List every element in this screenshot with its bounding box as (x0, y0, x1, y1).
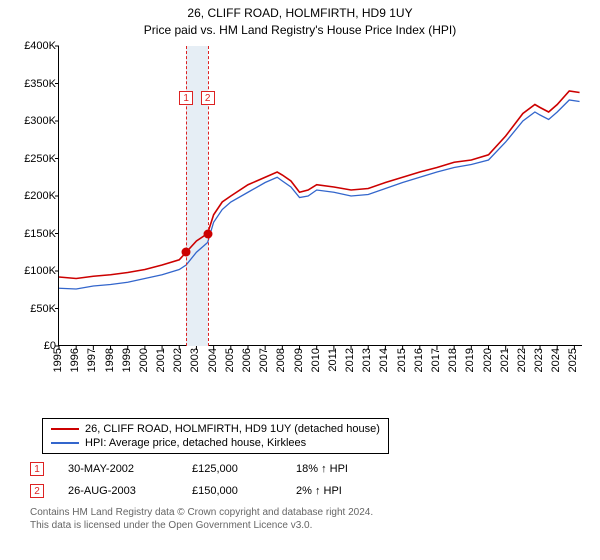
y-tick-label: £50K (30, 303, 56, 315)
legend-row: 26, CLIFF ROAD, HOLMFIRTH, HD9 1UY (deta… (51, 422, 380, 436)
x-tick-label: 2018 (447, 348, 459, 372)
plot-area: 12 (58, 46, 582, 346)
legend: 26, CLIFF ROAD, HOLMFIRTH, HD9 1UY (deta… (42, 418, 389, 454)
x-tick-label: 2009 (293, 348, 305, 372)
x-tick-label: 2013 (361, 348, 373, 372)
x-tick-label: 2006 (241, 348, 253, 372)
transaction-date: 26-AUG-2003 (68, 485, 168, 497)
plot-svg (59, 46, 583, 346)
y-tick-label: £200K (24, 190, 56, 202)
footer-line: This data is licensed under the Open Gov… (30, 519, 373, 532)
y-tick-label: £100K (24, 265, 56, 277)
x-tick-label: 2020 (482, 348, 494, 372)
transaction-pct: 18% ↑ HPI (296, 463, 376, 475)
x-tick-label: 2014 (378, 348, 390, 372)
chart-marker-point (203, 229, 212, 238)
x-tick-label: 2015 (396, 348, 408, 372)
x-tick-label: 2021 (499, 348, 511, 372)
x-tick-label: 2010 (310, 348, 322, 372)
legend-label: HPI: Average price, detached house, Kirk… (85, 437, 306, 449)
x-tick-label: 1999 (121, 348, 133, 372)
x-tick-label: 1997 (86, 348, 98, 372)
transaction-number: 2 (30, 484, 44, 498)
x-tick-label: 2017 (430, 348, 442, 372)
x-tick-label: 2011 (327, 348, 339, 372)
chart: £0£50K£100K£150K£200K£250K£300K£350K£400… (12, 46, 588, 386)
x-tick-label: 2023 (533, 348, 545, 372)
x-tick-label: 2022 (516, 348, 528, 372)
legend-label: 26, CLIFF ROAD, HOLMFIRTH, HD9 1UY (deta… (85, 423, 380, 435)
x-tick-label: 2024 (550, 348, 562, 372)
y-tick-label: £150K (24, 228, 56, 240)
transaction-date: 30-MAY-2002 (68, 463, 168, 475)
y-axis: £0£50K£100K£150K£200K£250K£300K£350K£400… (12, 46, 58, 346)
legend-row: HPI: Average price, detached house, Kirk… (51, 436, 380, 450)
y-tick-label: £350K (24, 78, 56, 90)
x-tick-label: 2012 (344, 348, 356, 372)
series-line (59, 100, 580, 289)
y-tick-label: £300K (24, 115, 56, 127)
series-line (59, 91, 580, 279)
legend-swatch (51, 442, 79, 444)
x-axis: 1995199619971998199920002001200220032004… (58, 346, 582, 386)
x-tick-label: 2025 (567, 348, 579, 372)
x-tick-label: 2001 (155, 348, 167, 372)
x-tick-label: 2003 (189, 348, 201, 372)
transaction-number: 1 (30, 462, 44, 476)
x-tick-label: 1995 (52, 348, 64, 372)
x-tick-label: 2000 (138, 348, 150, 372)
chart-marker-label: 2 (201, 91, 215, 105)
x-tick-label: 2005 (224, 348, 236, 372)
page-subtitle: Price paid vs. HM Land Registry's House … (0, 23, 600, 37)
table-row: 2 26-AUG-2003 £150,000 2% ↑ HPI (30, 480, 376, 502)
table-row: 1 30-MAY-2002 £125,000 18% ↑ HPI (30, 458, 376, 480)
chart-marker-point (182, 248, 191, 257)
transaction-pct: 2% ↑ HPI (296, 485, 376, 497)
x-tick-label: 2008 (275, 348, 287, 372)
x-tick-label: 2019 (464, 348, 476, 372)
x-tick-label: 1996 (69, 348, 81, 372)
footer-line: Contains HM Land Registry data © Crown c… (30, 506, 373, 519)
x-tick-label: 2002 (172, 348, 184, 372)
x-tick-label: 2004 (207, 348, 219, 372)
chart-marker-label: 1 (179, 91, 193, 105)
footer: Contains HM Land Registry data © Crown c… (30, 506, 373, 532)
transactions-table: 1 30-MAY-2002 £125,000 18% ↑ HPI 2 26-AU… (30, 458, 376, 502)
y-tick-label: £250K (24, 153, 56, 165)
title-block: 26, CLIFF ROAD, HOLMFIRTH, HD9 1UY Price… (0, 0, 600, 37)
container: 26, CLIFF ROAD, HOLMFIRTH, HD9 1UY Price… (0, 0, 600, 560)
x-tick-label: 2016 (413, 348, 425, 372)
x-tick-label: 2007 (258, 348, 270, 372)
x-tick-label: 1998 (104, 348, 116, 372)
transaction-price: £150,000 (192, 485, 272, 497)
legend-swatch (51, 428, 79, 430)
y-tick-label: £400K (24, 40, 56, 52)
page-title: 26, CLIFF ROAD, HOLMFIRTH, HD9 1UY (0, 6, 600, 20)
transaction-price: £125,000 (192, 463, 272, 475)
